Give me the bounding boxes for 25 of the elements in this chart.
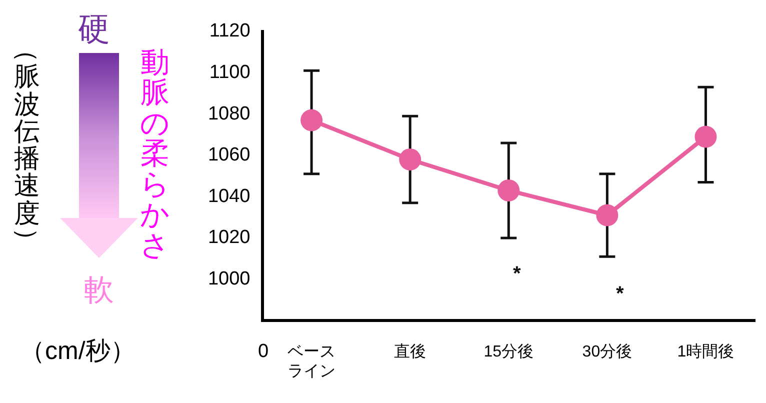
x-tick-label: 直後 bbox=[394, 342, 426, 361]
point bbox=[694, 126, 717, 148]
point bbox=[498, 179, 520, 202]
y-tick-label: 1080 bbox=[208, 103, 250, 124]
y-tick-label: 1020 bbox=[208, 227, 250, 248]
y-tick-label: 1120 bbox=[209, 20, 250, 42]
text: 硬 bbox=[78, 10, 110, 49]
annotation: * bbox=[616, 283, 624, 306]
x-tick-label: ベースライン bbox=[288, 344, 336, 380]
y-tick-label: 1040 bbox=[208, 186, 250, 207]
point bbox=[399, 148, 422, 170]
y-tick-label: 1060 bbox=[208, 144, 250, 166]
text: 0 bbox=[258, 341, 269, 363]
text: 動脈の柔らかさ bbox=[140, 47, 170, 262]
text: 軟 bbox=[84, 273, 114, 309]
point bbox=[596, 204, 618, 226]
y-tick-label: 1100 bbox=[209, 62, 250, 83]
text: （cm/秒） bbox=[20, 336, 136, 367]
text: （脈波伝播速度） bbox=[12, 36, 43, 254]
y-tick-label: 1000 bbox=[208, 268, 250, 290]
x-tick-label: 30分後 bbox=[582, 342, 632, 361]
x-tick-label: 1時間後 bbox=[677, 342, 734, 361]
annotation: * bbox=[513, 263, 521, 286]
point bbox=[300, 109, 323, 132]
x-tick-label: 15分後 bbox=[484, 342, 534, 361]
